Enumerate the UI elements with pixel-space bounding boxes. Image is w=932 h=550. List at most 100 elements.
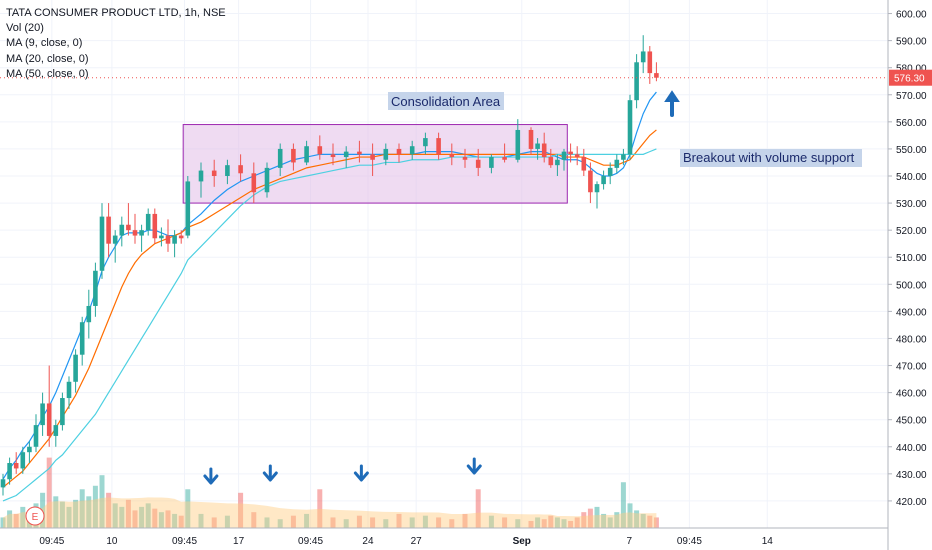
y-tick-label: 470.00 — [896, 362, 927, 373]
candle-body — [172, 235, 177, 244]
candle-body — [198, 170, 204, 182]
candle-body — [27, 446, 32, 453]
candle-body — [7, 463, 12, 480]
y-tick-label: 460.00 — [896, 389, 927, 400]
candle-body — [13, 463, 19, 469]
candle-body — [357, 151, 362, 155]
candle — [357, 140, 362, 163]
volume-bar — [66, 506, 72, 528]
x-tick-label: 17 — [233, 536, 245, 547]
volume-bar — [304, 513, 310, 528]
candle — [515, 119, 521, 163]
candle-body — [601, 176, 606, 185]
volume-bar — [79, 489, 85, 528]
breakout-arrow — [664, 90, 680, 117]
volume-bar — [198, 513, 204, 528]
volume-bar — [627, 503, 633, 528]
candle-body — [106, 216, 111, 244]
volume-bar — [528, 520, 534, 528]
consolidation-box — [182, 124, 568, 204]
arrow-head — [466, 464, 482, 475]
candle-body — [53, 425, 59, 436]
volume-bar — [145, 503, 151, 528]
candle-body — [185, 181, 191, 236]
volume-bar — [594, 506, 600, 528]
candle-body — [178, 235, 184, 239]
volume-bar — [125, 499, 131, 528]
candle — [614, 154, 620, 174]
candle — [396, 143, 402, 163]
volume-bar — [92, 485, 98, 528]
volume-bar — [620, 482, 626, 528]
x-tick-label: 09:45 — [172, 536, 197, 547]
candle-body — [211, 170, 217, 176]
y-tick-label: 570.00 — [896, 91, 927, 102]
volume-bar — [541, 519, 547, 528]
candle-body — [277, 148, 283, 168]
volume-bar — [581, 512, 587, 528]
candle-body — [396, 148, 402, 155]
volume-bar — [653, 517, 659, 528]
candle-body — [561, 151, 567, 160]
y-tick-label: 530.00 — [896, 199, 927, 210]
volume-bar — [73, 499, 79, 528]
volume-bar — [264, 517, 270, 528]
candle — [20, 446, 26, 474]
volume-bar — [475, 489, 481, 528]
candle — [53, 419, 59, 447]
volume-bar — [99, 475, 105, 528]
candle-body — [40, 403, 45, 426]
legend-ma9[interactable]: MA (9, close, 0) — [6, 37, 83, 50]
volume-bar — [502, 517, 508, 528]
candle — [541, 132, 547, 163]
candle-body — [112, 235, 118, 244]
legend-ma20[interactable]: MA (20, close, 0) — [6, 52, 89, 65]
volume-bar — [601, 513, 607, 528]
volume-bar — [86, 496, 92, 528]
candle-body — [581, 157, 587, 171]
candle-body — [535, 143, 540, 149]
x-tick-label: 24 — [362, 536, 374, 547]
arrow-head — [664, 90, 680, 102]
x-tick-label: 09:45 — [39, 536, 64, 547]
candle-body — [99, 216, 105, 271]
earnings-marker-label: E — [32, 512, 39, 523]
candle — [198, 162, 204, 198]
candle — [112, 230, 118, 263]
legend-ma50[interactable]: MA (50, close, 0) — [6, 67, 89, 80]
volume-bar — [251, 512, 257, 528]
symbol-title[interactable]: TATA CONSUMER PRODUCT LTD, 1h, NSE — [6, 7, 226, 19]
candle — [502, 143, 507, 163]
candle — [462, 148, 468, 168]
volume-bar — [535, 517, 541, 528]
candle — [251, 162, 257, 204]
y-tick-label: 600.00 — [896, 10, 927, 21]
y-tick-label: 480.00 — [896, 334, 927, 345]
y-tick-label: 420.00 — [896, 497, 927, 508]
y-tick-label: 450.00 — [896, 416, 927, 427]
volume-bar — [488, 515, 494, 528]
candle — [640, 35, 646, 74]
candle-body — [607, 167, 613, 176]
candle — [561, 148, 567, 171]
x-tick-label: 09:45 — [298, 536, 323, 547]
candle — [238, 154, 243, 182]
volume-bar — [607, 517, 613, 528]
candle-body — [46, 403, 52, 436]
arrow-head — [262, 471, 278, 482]
candle — [489, 154, 494, 174]
volume-bar — [356, 515, 362, 528]
candle — [449, 143, 455, 166]
candle — [548, 148, 554, 168]
volume-bar — [119, 506, 125, 528]
arrow-head — [353, 471, 369, 482]
candle — [409, 140, 415, 160]
candle-body — [548, 157, 554, 166]
earnings-marker[interactable] — [25, 506, 45, 526]
legend-vol[interactable]: Vol (20) — [6, 22, 44, 35]
candle-body — [93, 270, 98, 306]
candle-body — [541, 143, 547, 158]
volume-bar — [290, 515, 296, 528]
candle — [178, 230, 184, 244]
